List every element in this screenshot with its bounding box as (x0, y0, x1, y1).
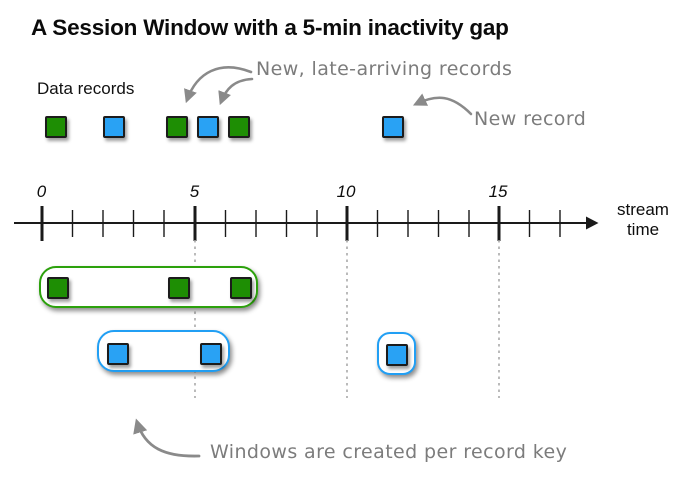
axis-title: stream time (602, 200, 684, 240)
late-records-arrow-left-icon (184, 66, 253, 104)
blue-record-square (200, 343, 222, 365)
axis-tick-label: 15 (488, 182, 508, 201)
green-record-square (228, 116, 250, 138)
windows-note-annotation: Windows are created per record key (210, 441, 568, 463)
axis-title-line1: stream (617, 200, 669, 219)
windows-note-arrow-icon (133, 418, 201, 458)
axis-tick-label: 10 (336, 182, 356, 201)
new-record-arrow-icon (412, 93, 473, 116)
green-session-window (39, 266, 258, 308)
blue-record-square (386, 344, 408, 366)
axis-title-line2: time (626, 220, 660, 239)
blue-record-square (103, 116, 125, 138)
late-records-arrow-right-icon (218, 77, 254, 106)
page-title: A Session Window with a 5-min inactivity… (31, 15, 509, 40)
axis-tick-label: 0 (36, 182, 47, 201)
green-record-square (166, 116, 188, 138)
blue-record-square (197, 116, 219, 138)
new-record-annotation: New record (474, 108, 587, 130)
green-record-square (168, 277, 190, 299)
green-record-square (45, 116, 67, 138)
blue-record-square (382, 116, 404, 138)
green-record-square (47, 277, 69, 299)
data-records-label: Data records (37, 79, 135, 98)
late-records-annotation: New, late-arriving records (256, 58, 513, 80)
blue-session-window (377, 332, 416, 375)
green-record-square (230, 277, 252, 299)
axis-tick-label: 5 (189, 182, 200, 201)
axis-arrowhead-icon (586, 216, 599, 230)
blue-record-square (107, 343, 129, 365)
